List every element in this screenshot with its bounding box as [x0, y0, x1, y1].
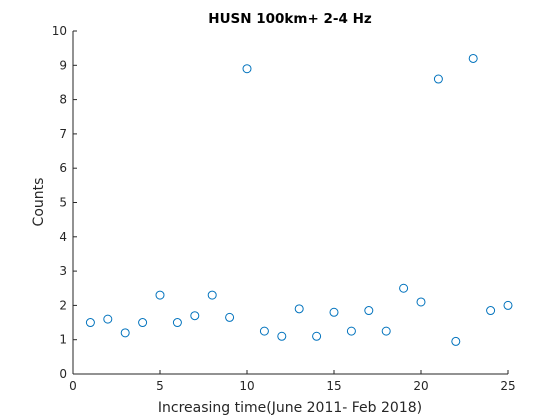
y-tick-label: 10: [52, 24, 67, 38]
data-point: [346, 326, 356, 336]
x-axis-label: Increasing time(June 2011- Feb 2018): [158, 400, 422, 416]
data-point: [329, 307, 339, 317]
data-point: [259, 326, 269, 336]
data-point: [416, 297, 426, 307]
data-point: [138, 318, 148, 328]
data-point: [381, 326, 391, 336]
y-tick-label: 8: [59, 93, 67, 107]
x-tick-label: 20: [413, 379, 428, 393]
chart-title: HUSN 100km+ 2-4 Hz: [208, 11, 372, 27]
data-point: [451, 336, 461, 346]
data-point: [172, 318, 182, 328]
data-point: [399, 283, 409, 293]
y-tick-label: 9: [59, 58, 67, 72]
plot-area: 0 5 10 15 20 25 0 1 2 3 4 5 6 7 8 9 10: [52, 24, 516, 393]
data-point: [120, 328, 130, 338]
y-tick-label: 4: [59, 230, 67, 244]
data-point: [85, 318, 95, 328]
x-tick-label: 0: [69, 379, 77, 393]
data-point: [433, 74, 443, 84]
data-points: [85, 53, 513, 346]
data-point: [103, 314, 113, 324]
data-point: [468, 53, 478, 63]
data-point: [364, 306, 374, 316]
x-tick-label: 25: [500, 379, 515, 393]
data-point: [225, 312, 235, 322]
data-point: [190, 311, 200, 321]
data-point: [242, 64, 252, 74]
x-tick-label: 15: [326, 379, 341, 393]
y-tick-label: 1: [59, 333, 67, 347]
x-tick-label: 5: [156, 379, 164, 393]
data-point: [486, 306, 496, 316]
y-axis-label: Counts: [31, 178, 47, 227]
data-point: [207, 290, 217, 300]
x-axis-ticks: 0 5 10 15 20 25: [69, 370, 516, 393]
y-tick-label: 3: [59, 264, 67, 278]
data-point: [503, 300, 513, 310]
y-tick-label: 6: [59, 161, 67, 175]
data-point: [277, 331, 287, 341]
y-tick-label: 2: [59, 298, 67, 312]
y-tick-label: 7: [59, 127, 67, 141]
data-point: [155, 290, 165, 300]
y-axis-ticks: 0 1 2 3 4 5 6 7 8 9 10: [52, 24, 77, 381]
data-point: [312, 331, 322, 341]
x-tick-label: 10: [239, 379, 254, 393]
y-tick-label: 5: [59, 196, 67, 210]
y-tick-label: 0: [59, 367, 67, 381]
data-point: [294, 304, 304, 314]
